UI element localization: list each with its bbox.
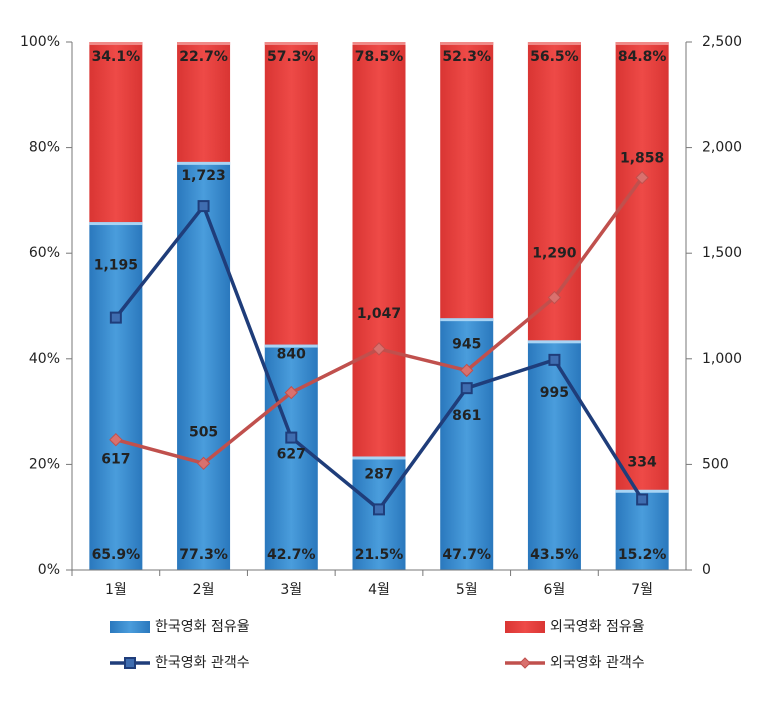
- x-tick-label: 7월: [631, 582, 653, 598]
- marker: [548, 353, 561, 366]
- bar-highlight: [264, 42, 318, 45]
- y-tick-label: 20%: [29, 456, 60, 472]
- bar-highlight: [527, 340, 581, 344]
- line-value-label: 617: [101, 452, 130, 468]
- marker: [460, 363, 474, 378]
- line-value-label: 840: [277, 347, 306, 363]
- line-value-label: 945: [452, 336, 481, 352]
- y2-tick-label: 500: [702, 456, 729, 472]
- x-tick-label: 6월: [544, 582, 566, 598]
- legend-label: 한국영화 점유율: [155, 619, 250, 635]
- legend-label: 외국영화 점유율: [550, 619, 645, 635]
- bar: [177, 42, 231, 162]
- line-value-label: 1,195: [94, 258, 138, 274]
- marker: [109, 311, 122, 324]
- bar-highlight: [89, 42, 143, 45]
- x-tick-label: 2월: [193, 582, 215, 598]
- line-value-label: 287: [364, 466, 393, 482]
- legend-marker: [124, 657, 136, 669]
- bar-highlight: [352, 42, 406, 45]
- x-tick-label: 1월: [105, 582, 127, 598]
- bar: [352, 42, 406, 457]
- line-value-label: 1,047: [357, 306, 401, 322]
- y2-tick-label: 2,000: [702, 140, 742, 156]
- bar-value-label: 47.7%: [442, 547, 491, 563]
- x-tick-label: 5월: [456, 582, 478, 598]
- y-tick-label: 40%: [29, 351, 60, 367]
- bar: [440, 42, 494, 319]
- bar-highlight: [615, 42, 669, 45]
- line-value-label: 505: [189, 424, 218, 440]
- marker: [460, 382, 473, 395]
- line-value-label: 334: [628, 454, 657, 470]
- x-tick-label: 4월: [368, 582, 390, 598]
- bar: [440, 318, 494, 570]
- bar-value-label: 57.3%: [267, 49, 316, 65]
- bar-value-label: 78.5%: [355, 49, 404, 65]
- bar: [527, 340, 581, 570]
- bar-value-label: 21.5%: [355, 547, 404, 563]
- marker: [635, 170, 649, 185]
- bar-highlight: [177, 42, 231, 45]
- marker: [372, 342, 386, 356]
- legend-swatch: [505, 621, 545, 633]
- line-value-label: 1,290: [532, 246, 577, 262]
- bar-value-label: 56.5%: [530, 49, 579, 65]
- y2-tick-label: 1,500: [702, 245, 742, 261]
- bar-value-label: 22.7%: [179, 49, 228, 65]
- bar-highlight: [352, 456, 406, 460]
- marker: [373, 503, 385, 516]
- bar-highlight: [89, 222, 143, 226]
- bar: [615, 42, 669, 490]
- line-value-label: 995: [540, 385, 569, 401]
- bar-highlight: [440, 42, 494, 45]
- y2-tick-label: 2,500: [702, 34, 742, 50]
- y-tick-label: 0%: [38, 562, 60, 578]
- bar: [89, 222, 143, 570]
- bar: [177, 161, 231, 570]
- legend-swatch: [110, 621, 150, 633]
- legend-marker: [519, 657, 531, 669]
- marker: [109, 432, 123, 447]
- bar: [527, 42, 581, 341]
- legend-label: 외국영화 관객수: [550, 655, 645, 671]
- y2-tick-label: 1,000: [702, 351, 742, 367]
- legend-label: 한국영화 관객수: [155, 655, 250, 671]
- bar-highlight: [440, 318, 494, 322]
- marker: [547, 290, 562, 305]
- bar-highlight: [615, 489, 669, 493]
- marker: [285, 431, 298, 444]
- bar: [264, 42, 318, 345]
- bar-highlight: [264, 344, 318, 348]
- line-value-label: 627: [277, 447, 306, 463]
- bar: [89, 42, 143, 223]
- marker: [284, 385, 298, 400]
- y-tick-label: 100%: [20, 34, 60, 50]
- bar-value-label: 65.9%: [92, 547, 141, 563]
- bar-highlight: [527, 42, 581, 45]
- y-tick-label: 60%: [29, 245, 60, 261]
- y2-tick-label: 0: [702, 562, 711, 578]
- y-tick-label: 80%: [29, 140, 60, 156]
- x-tick-label: 3월: [280, 582, 302, 598]
- bar-value-label: 15.2%: [618, 547, 667, 563]
- bar-value-label: 43.5%: [530, 547, 579, 563]
- line-value-label: 861: [452, 408, 481, 424]
- line-value-label: 1,723: [181, 168, 225, 184]
- bar-highlight: [177, 161, 231, 165]
- marker: [636, 493, 649, 506]
- bar-value-label: 84.8%: [618, 49, 667, 65]
- line-value-label: 1,858: [620, 151, 664, 167]
- marker: [196, 456, 211, 471]
- bar-value-label: 52.3%: [442, 49, 491, 65]
- bar-value-label: 77.3%: [179, 547, 228, 563]
- marker: [197, 200, 210, 213]
- bar-value-label: 34.1%: [92, 49, 141, 65]
- bar-value-label: 42.7%: [267, 547, 316, 563]
